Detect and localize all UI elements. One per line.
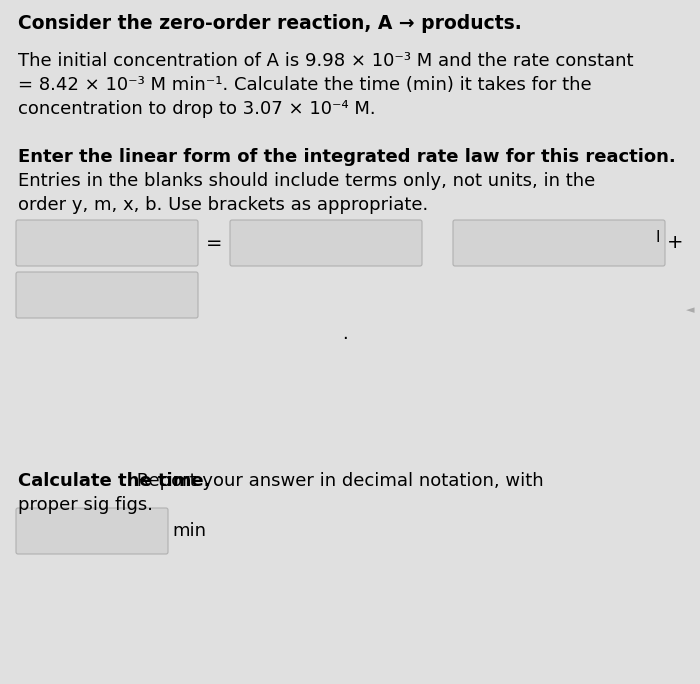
Text: The initial concentration of A is 9.98 × 10⁻³ M and the rate constant: The initial concentration of A is 9.98 ×… [18,52,634,70]
Text: min: min [172,522,206,540]
Text: = 8.42 × 10⁻³ M min⁻¹. Calculate the time (min) it takes for the: = 8.42 × 10⁻³ M min⁻¹. Calculate the tim… [18,76,592,94]
Text: Report your answer in decimal notation, with: Report your answer in decimal notation, … [131,472,544,490]
FancyBboxPatch shape [230,220,422,266]
FancyBboxPatch shape [16,272,198,318]
FancyBboxPatch shape [453,220,665,266]
Text: ◄: ◄ [686,305,694,315]
Text: +: + [666,233,683,252]
Text: Entries in the blanks should include terms only, not units, in the: Entries in the blanks should include ter… [18,172,595,190]
Text: .: . [342,325,348,343]
Text: concentration to drop to 3.07 × 10⁻⁴ M.: concentration to drop to 3.07 × 10⁻⁴ M. [18,100,376,118]
Text: I: I [656,230,660,245]
FancyBboxPatch shape [16,508,168,554]
Text: Calculate the time.: Calculate the time. [18,472,211,490]
FancyBboxPatch shape [16,220,198,266]
Text: Consider the zero-order reaction, A → products.: Consider the zero-order reaction, A → pr… [18,14,522,33]
Text: =: = [206,233,223,252]
Text: proper sig figs.: proper sig figs. [18,496,153,514]
Text: order y, m, x, b. Use brackets as appropriate.: order y, m, x, b. Use brackets as approp… [18,196,428,214]
Text: Enter the linear form of the integrated rate law for this reaction.: Enter the linear form of the integrated … [18,148,676,166]
